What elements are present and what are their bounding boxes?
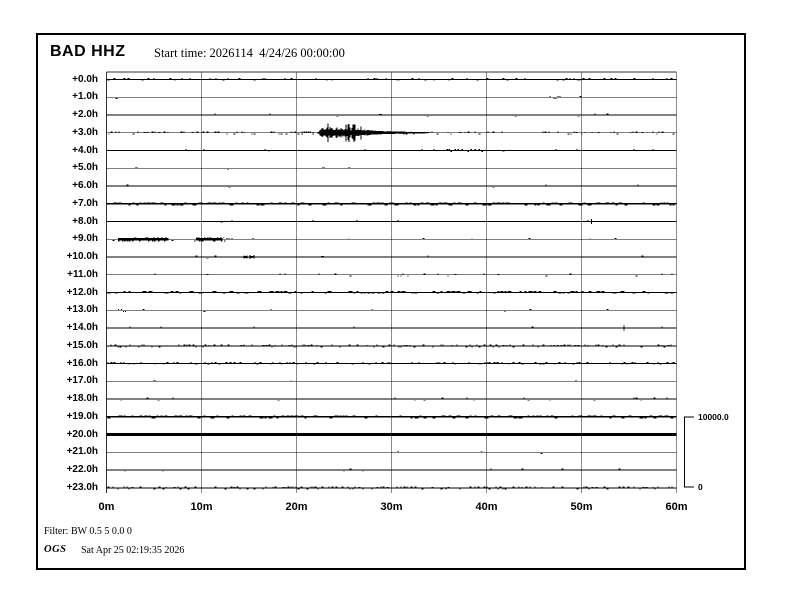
row-label: +13.0h	[66, 304, 98, 316]
row-label: +7.0h	[72, 197, 98, 209]
row-label: +16.0h	[66, 357, 98, 369]
scale-max-label: 10000.0	[698, 412, 729, 422]
row-label: +3.0h	[72, 126, 98, 138]
row-label: +1.0h	[72, 91, 98, 103]
x-tick-label: 30m	[380, 501, 403, 513]
row-label: +23.0h	[66, 481, 98, 493]
row-label: +10.0h	[66, 251, 98, 262]
row-label: +5.0h	[72, 162, 98, 174]
row-label: +9.0h	[72, 233, 98, 245]
row-label: +12.0h	[66, 286, 98, 298]
row-label: +6.0h	[72, 180, 98, 191]
row-label: +14.0h	[66, 322, 98, 333]
row-label: +0.0h	[72, 73, 98, 85]
row-label: +22.0h	[66, 464, 98, 475]
x-tick-label: 40m	[475, 501, 498, 513]
row-label: +2.0h	[72, 109, 98, 120]
x-tick-label: 50m	[570, 501, 593, 513]
x-tick-label: 10m	[190, 501, 213, 513]
row-label: +4.0h	[72, 144, 98, 156]
filter-info: Filter: BW 0.5 5 0.0 0	[44, 526, 132, 537]
row-label: +15.0h	[66, 339, 98, 351]
station-title: BAD HHZ	[50, 43, 126, 60]
plot-frame	[36, 33, 746, 570]
row-label: +20.0h	[66, 428, 98, 440]
x-tick-label: 0m	[98, 501, 115, 513]
row-label: +17.0h	[66, 375, 98, 387]
row-label: +21.0h	[66, 446, 98, 458]
footer-brand: OGS	[44, 544, 67, 555]
row-label: +11.0h	[67, 268, 98, 280]
row-label: +8.0h	[72, 215, 98, 227]
scale-min-label: 0	[698, 482, 703, 492]
footer-timestamp: Sat Apr 25 02:19:35 2026	[81, 544, 185, 556]
x-tick-label: 60m	[665, 501, 688, 513]
x-tick-label: 20m	[285, 501, 308, 513]
row-label: +19.0h	[66, 410, 98, 422]
amplitude-scale-bracket	[683, 416, 694, 488]
start-time-label: Start time: 2026114 4/24/26 00:00:00	[154, 46, 345, 60]
row-label: +18.0h	[66, 393, 98, 404]
